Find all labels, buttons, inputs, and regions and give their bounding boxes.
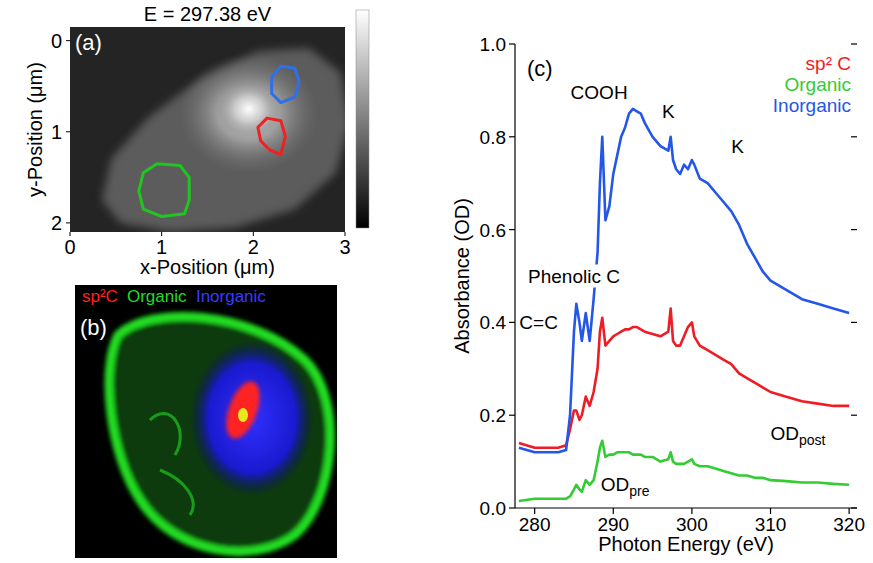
panel-letter: (b) bbox=[80, 315, 107, 340]
y-tick-right bbox=[851, 229, 857, 230]
y-tick-right bbox=[851, 415, 857, 416]
x-tick-label: 2 bbox=[248, 236, 259, 258]
y-tick-right bbox=[851, 322, 857, 323]
annotation: ODpost bbox=[769, 422, 828, 449]
annotation-subscript: pre bbox=[629, 483, 649, 499]
colorbar bbox=[356, 10, 369, 228]
annotation-text: K bbox=[731, 136, 744, 157]
y-tick bbox=[509, 229, 515, 230]
y-tick bbox=[66, 222, 70, 223]
x-tick-label: 280 bbox=[519, 514, 551, 535]
annotation-patch bbox=[769, 422, 828, 449]
x-axis-line bbox=[515, 507, 857, 508]
x-tick-label: 3 bbox=[339, 236, 350, 258]
region-outline bbox=[139, 164, 189, 217]
particle-core bbox=[179, 54, 319, 174]
sp2c-region bbox=[220, 377, 267, 443]
x-tick-label: 300 bbox=[676, 514, 708, 535]
annotation-text: K bbox=[662, 101, 675, 122]
y-tick-label: 0 bbox=[51, 30, 62, 52]
y-tick-label: 0.2 bbox=[480, 405, 506, 426]
annotations: COOH K K Phenolic C C=C ODpost ODpre bbox=[517, 81, 827, 500]
y-tick-right bbox=[851, 507, 857, 508]
region-outline bbox=[272, 66, 300, 102]
y-tick bbox=[66, 40, 70, 41]
map-label: sp²C bbox=[82, 287, 118, 306]
inorganic-region bbox=[190, 340, 314, 496]
x-tick-label: 0 bbox=[64, 236, 75, 258]
region-outline bbox=[258, 118, 286, 155]
image-area bbox=[70, 27, 345, 232]
y-axis-title: Absorbance (OD) bbox=[451, 198, 473, 354]
plot-lines bbox=[519, 109, 849, 501]
y-tick-label: 2 bbox=[51, 212, 62, 234]
particle bbox=[102, 48, 345, 232]
annotation-patch bbox=[660, 100, 677, 123]
y-tick-label: 0.6 bbox=[480, 220, 506, 241]
map-label: Organic bbox=[127, 287, 187, 306]
y-tick bbox=[66, 131, 70, 132]
annotation-patch bbox=[517, 311, 560, 334]
y-tick bbox=[509, 136, 515, 137]
panel-letter: (a) bbox=[75, 30, 102, 55]
annotation: C=C bbox=[517, 311, 560, 334]
x-axis-title: Photon Energy (eV) bbox=[598, 533, 774, 555]
annotation-patch bbox=[599, 473, 652, 500]
y-tick bbox=[509, 415, 515, 416]
annotation-text: ODpre bbox=[601, 474, 650, 499]
y-tick-label: 1 bbox=[51, 121, 62, 143]
legend-entry: Inorganic bbox=[773, 95, 851, 116]
panel-a: 0123012y-Position (μm)x-Position (μm)E =… bbox=[24, 3, 369, 278]
y-tick-right bbox=[851, 43, 857, 44]
y-tick-label: 0.8 bbox=[480, 127, 506, 148]
annotation: K bbox=[729, 135, 746, 158]
x-tick-label: 1 bbox=[156, 236, 167, 258]
map-background bbox=[75, 285, 337, 558]
panel-b: sp²C Organic Inorganic (b) bbox=[75, 285, 337, 558]
x-axis-title: x-Position (μm) bbox=[140, 256, 275, 278]
annotation-subscript: post bbox=[799, 432, 826, 448]
spectrum-line bbox=[519, 109, 849, 452]
x-tick-label: 310 bbox=[755, 514, 787, 535]
y-axis-line bbox=[514, 44, 515, 508]
y-tick-label: 1.0 bbox=[480, 34, 506, 55]
annotation-patch bbox=[729, 135, 746, 158]
y-tick bbox=[509, 43, 515, 44]
figure: 0123012y-Position (μm)x-Position (μm)E =… bbox=[0, 0, 873, 563]
annotation: ODpre bbox=[599, 473, 652, 500]
spectrum-line bbox=[519, 441, 849, 501]
legend-entry: Organic bbox=[784, 74, 851, 95]
overlap-region bbox=[238, 408, 248, 422]
annotation-text: Phenolic C bbox=[528, 266, 620, 287]
panel-letter: (c) bbox=[527, 56, 553, 81]
annotation: COOH bbox=[569, 81, 630, 104]
organic-texture bbox=[150, 413, 193, 515]
legend-entry: sp² C bbox=[806, 53, 851, 74]
panel-c: 0.0 0.2 0.4 0.6 0.8 1.0 280 290 300 310 320 Absorba… bbox=[451, 34, 865, 555]
x-tick-label: 290 bbox=[597, 514, 629, 535]
y-tick bbox=[509, 322, 515, 323]
annotation-patch bbox=[569, 81, 630, 104]
y-tick-label: 0.4 bbox=[480, 312, 507, 333]
annotation: K bbox=[660, 100, 677, 123]
organic-region bbox=[109, 316, 330, 551]
panel-title: E = 297.38 eV bbox=[144, 3, 272, 25]
y-tick bbox=[509, 507, 515, 508]
y-axis-title: y-Position (μm) bbox=[24, 62, 46, 197]
map-label: Inorganic bbox=[196, 287, 266, 306]
x-tick-label: 320 bbox=[833, 514, 865, 535]
annotation-text: ODpost bbox=[771, 423, 826, 448]
annotation-patch bbox=[526, 265, 622, 288]
y-tick-right bbox=[851, 136, 857, 137]
y-tick-label: 0.0 bbox=[480, 498, 506, 519]
annotation-text: C=C bbox=[519, 312, 558, 333]
annotation-text: COOH bbox=[571, 82, 628, 103]
annotation: Phenolic C bbox=[526, 265, 622, 288]
